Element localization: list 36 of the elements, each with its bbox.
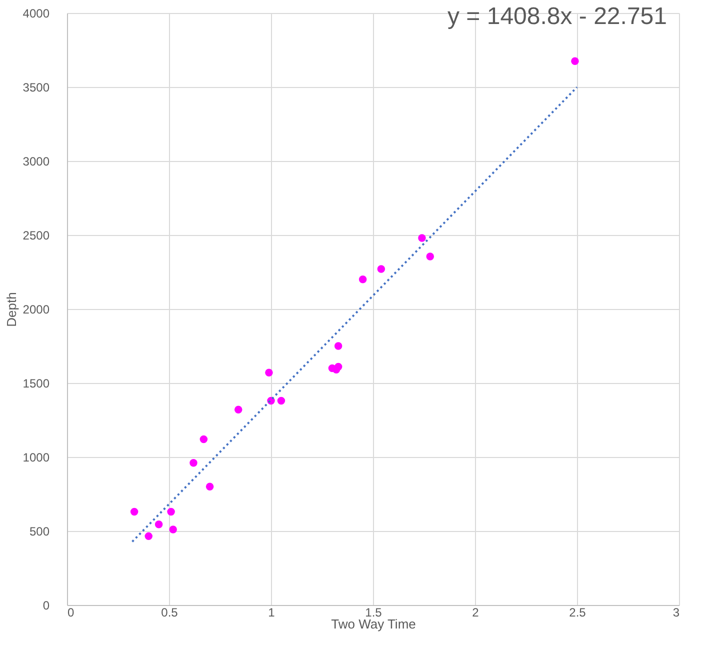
y-axis-title: Depth xyxy=(4,292,19,327)
point xyxy=(418,234,426,242)
y-tick-label: 1000 xyxy=(22,450,50,464)
x-tick-label: 3 xyxy=(672,606,680,620)
y-tick-label: 500 xyxy=(29,524,50,538)
y-tick-label: 4000 xyxy=(22,6,50,20)
annotation: y = 1408.8x - 22.751 xyxy=(448,3,667,30)
point xyxy=(130,508,138,516)
x-axis-title: Two Way Time xyxy=(331,616,416,632)
point xyxy=(234,406,242,414)
x-tick-label: 0 xyxy=(68,606,74,620)
point xyxy=(334,342,342,350)
point xyxy=(190,459,198,467)
point xyxy=(206,482,214,490)
y-tick-label: 1500 xyxy=(22,376,50,390)
point xyxy=(169,526,177,534)
point xyxy=(144,532,152,540)
x-tick-label: 2 xyxy=(472,606,480,620)
x-tick-label: 1 xyxy=(268,606,276,620)
point xyxy=(167,508,175,516)
point xyxy=(154,520,163,528)
point xyxy=(377,265,386,273)
point xyxy=(200,435,208,444)
x-tick-label: 2.5 xyxy=(569,606,586,620)
y-tick-label: 3500 xyxy=(22,80,50,94)
x-tick-label: 0.5 xyxy=(161,606,178,620)
point xyxy=(277,396,286,405)
point xyxy=(358,276,367,284)
point xyxy=(265,368,273,377)
y-tick-label: 3000 xyxy=(22,154,50,168)
point xyxy=(426,252,434,260)
y-tick-label: 2500 xyxy=(22,228,50,242)
point xyxy=(334,362,342,371)
y-tick-label: 2000 xyxy=(22,302,50,316)
point xyxy=(571,57,579,65)
x-tick-label: 1.5 xyxy=(365,606,382,620)
